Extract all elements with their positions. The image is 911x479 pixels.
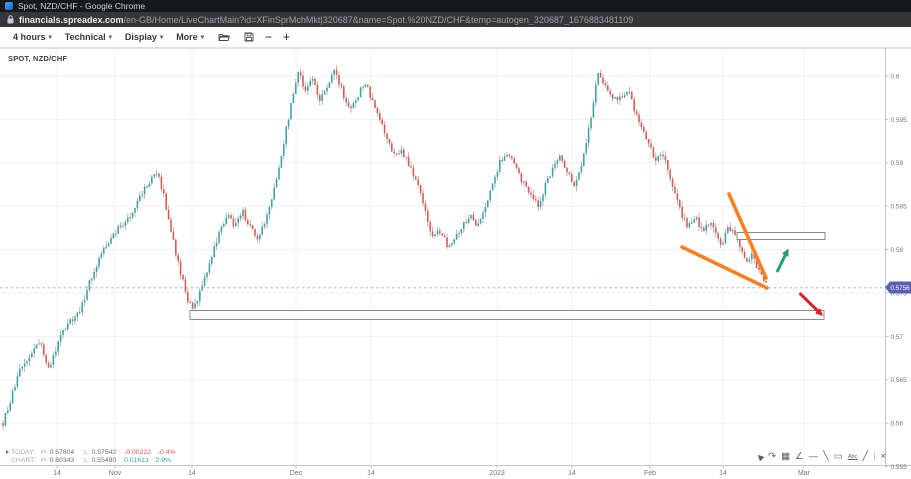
drawing-tools-bar: ▶ ↷ ▦ ∠ — ╲ ▭ Abc ╱ | × bbox=[754, 451, 887, 463]
trendline-annotations[interactable] bbox=[680, 192, 769, 290]
open-chart-button[interactable] bbox=[218, 32, 230, 42]
svg-text:0.565: 0.565 bbox=[891, 377, 908, 384]
svg-text:0.595: 0.595 bbox=[891, 117, 908, 124]
chevron-down-icon: ▾ bbox=[48, 34, 52, 41]
today-low-value: 0.57542 bbox=[91, 449, 117, 456]
zoom-in-button[interactable]: + bbox=[282, 30, 290, 44]
svg-text:14: 14 bbox=[53, 470, 61, 477]
arrow-annotations[interactable] bbox=[776, 248, 824, 317]
chevron-down-icon: ▾ bbox=[159, 34, 164, 41]
more-menu-label: More bbox=[176, 32, 198, 42]
svg-text:0.56: 0.56 bbox=[891, 421, 904, 428]
save-chart-button[interactable] bbox=[244, 32, 254, 42]
line-tool-icon[interactable]: ╱ bbox=[862, 451, 869, 462]
axes: 0.6 0.595 0.59 0.585 0.58 0.575 0.57 0.565 0.56 0… bbox=[0, 48, 911, 477]
trendline-tool-icon[interactable]: ╲ bbox=[823, 451, 829, 462]
pan-arrow-icon[interactable]: ↷ bbox=[768, 451, 777, 462]
display-menu[interactable]: Display ▾ bbox=[125, 32, 163, 42]
chart-label: CHART: bbox=[11, 457, 36, 464]
horizontal-line-tool-icon[interactable]: — bbox=[808, 451, 819, 462]
url-domain: financials.spreadex.com bbox=[19, 14, 124, 25]
low-label: L: bbox=[84, 449, 90, 456]
today-info-row: TODAY: H: 0.57804 L: 0.57542 -0.00222 -0… bbox=[6, 449, 181, 457]
candlesticks bbox=[2, 65, 767, 431]
today-change-pct: -0.4% bbox=[157, 449, 176, 456]
window-titlebar: Spot, NZD/CHF - Google Chrome bbox=[0, 0, 911, 12]
svg-text:Feb: Feb bbox=[644, 470, 656, 477]
grid-view-icon[interactable]: ▦ bbox=[781, 451, 791, 462]
price-chart[interactable]: 0.6 0.595 0.59 0.585 0.58 0.575 0.57 0.565 0.56 0… bbox=[0, 48, 911, 479]
lock-icon bbox=[7, 15, 14, 24]
rectangle-tool-icon[interactable]: ▭ bbox=[833, 451, 843, 462]
price-info-panel: TODAY: H: 0.57804 L: 0.57542 -0.00222 -0… bbox=[6, 449, 181, 465]
url-path: /en-GB/Home/LiveChartMain?id=XFinSprMchM… bbox=[123, 14, 634, 25]
svg-text:14: 14 bbox=[568, 470, 576, 477]
svg-text:0.585: 0.585 bbox=[891, 204, 908, 211]
svg-text:2023: 2023 bbox=[489, 470, 505, 477]
svg-text:0.57: 0.57 bbox=[891, 334, 904, 341]
chart-change-value: 0.01613 bbox=[124, 457, 149, 464]
save-floppy-icon bbox=[244, 32, 254, 42]
svg-text:0.58: 0.58 bbox=[891, 247, 904, 254]
svg-text:14: 14 bbox=[719, 470, 727, 477]
low-label: L: bbox=[84, 457, 90, 464]
chevron-down-icon: ▾ bbox=[108, 34, 112, 41]
high-label: H: bbox=[40, 449, 48, 456]
chart-high-value: 0.60343 bbox=[49, 457, 75, 464]
trend-angle-icon[interactable]: ∠ bbox=[795, 451, 804, 462]
today-label: TODAY: bbox=[11, 449, 36, 456]
browser-address-bar[interactable]: financials.spreadex.com/en-GB/Home/LiveC… bbox=[0, 12, 911, 27]
site-favicon-icon bbox=[5, 2, 13, 10]
more-menu[interactable]: More ▾ bbox=[176, 32, 204, 42]
today-high-value: 0.57804 bbox=[49, 449, 75, 456]
today-change-value: -0.00222 bbox=[124, 449, 151, 456]
chart-info-row: CHART: H: 0.60343 L: 0.55490 0.01613 2.9… bbox=[6, 457, 181, 465]
svg-text:14: 14 bbox=[188, 470, 196, 477]
rectangle-annotations[interactable] bbox=[189, 232, 826, 320]
text-tool-icon[interactable]: Abc bbox=[847, 454, 858, 460]
technical-menu[interactable]: Technical ▾ bbox=[65, 32, 112, 42]
technical-menu-label: Technical bbox=[64, 32, 106, 42]
current-price-badge: 0.5756 bbox=[885, 281, 911, 294]
svg-text:0.575: 0.575 bbox=[891, 290, 908, 297]
timeframe-menu[interactable]: 4 hours ▾ bbox=[13, 32, 52, 42]
high-label: H: bbox=[40, 457, 48, 464]
chevron-down-icon: ▾ bbox=[200, 34, 204, 41]
svg-text:14: 14 bbox=[367, 470, 375, 477]
svg-text:Mar: Mar bbox=[798, 470, 811, 477]
timeframe-menu-label: 4 hours bbox=[13, 32, 46, 42]
zoom-out-button[interactable]: − bbox=[264, 30, 272, 44]
separator: | bbox=[873, 451, 876, 462]
svg-text:Nov: Nov bbox=[109, 470, 122, 477]
price-direction-icon bbox=[6, 450, 9, 455]
chart-change-pct: 2.9% bbox=[155, 457, 172, 464]
window-title: Spot, NZD/CHF - Google Chrome bbox=[18, 1, 146, 11]
svg-text:Dec: Dec bbox=[290, 470, 303, 477]
chart-low-value: 0.55490 bbox=[91, 457, 117, 464]
chart-toolbar: 4 hours ▾ Technical ▾ Display ▾ More ▾ −… bbox=[0, 27, 911, 48]
current-price-label: 0.5756 bbox=[890, 285, 910, 292]
display-menu-label: Display bbox=[124, 32, 157, 42]
close-icon[interactable]: × bbox=[880, 451, 887, 462]
svg-text:0.59: 0.59 bbox=[891, 160, 904, 167]
gridlines bbox=[0, 49, 885, 465]
svg-text:0.6: 0.6 bbox=[891, 73, 900, 80]
url-text: financials.spreadex.com/en-GB/Home/LiveC… bbox=[19, 15, 633, 25]
svg-text:0.555: 0.555 bbox=[891, 464, 908, 471]
symbol-label: SPOT, NZD/CHF bbox=[8, 54, 68, 63]
folder-open-icon bbox=[218, 34, 230, 41]
